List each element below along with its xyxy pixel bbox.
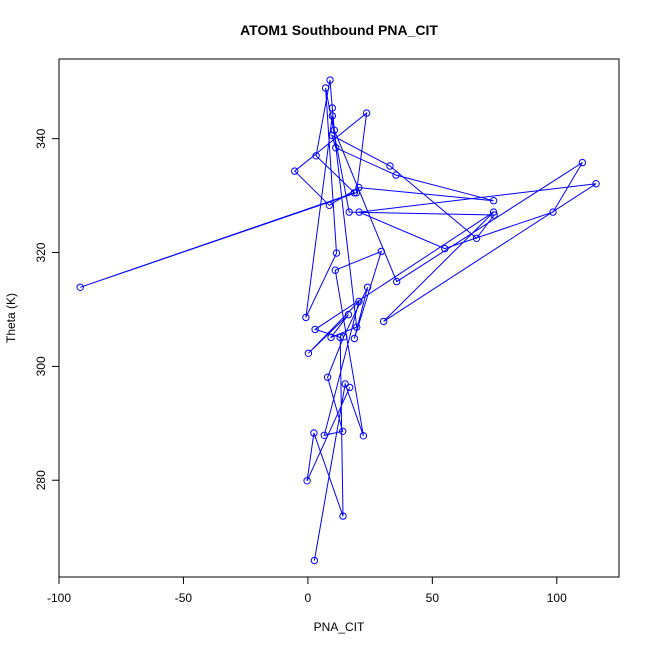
data-point	[490, 211, 498, 219]
series-line	[80, 80, 597, 561]
data-point	[355, 297, 363, 306]
y-tick-label: 300	[34, 356, 48, 376]
x-tick-label: -100	[47, 591, 71, 605]
data-point	[320, 431, 328, 439]
data-point	[393, 277, 401, 286]
data-point	[441, 244, 449, 253]
data-point	[331, 266, 339, 274]
data-point	[330, 126, 338, 134]
data-point	[392, 171, 400, 179]
data-point	[363, 283, 372, 291]
x-axis: -100 -50 0 50 100	[47, 576, 567, 605]
data-point	[355, 208, 363, 216]
data-point	[346, 383, 354, 392]
data-point	[344, 310, 353, 319]
data-point	[336, 333, 344, 342]
data-point	[489, 208, 498, 216]
y-axis-label: Theta (K)	[4, 293, 18, 343]
x-axis-label: PNA_CIT	[314, 620, 365, 634]
data-point	[379, 317, 388, 326]
y-axis: 280 300 320 340	[34, 128, 60, 490]
data-point	[332, 144, 340, 152]
y-tick-label: 280	[34, 470, 48, 490]
data-point	[310, 429, 318, 437]
x-tick-label: 50	[426, 591, 440, 605]
data-point	[377, 247, 385, 256]
data-point	[352, 189, 361, 197]
data-point	[291, 167, 299, 175]
data-point	[310, 556, 319, 565]
data-point	[350, 189, 359, 197]
x-tick-label: 0	[305, 591, 312, 605]
data-point	[328, 112, 336, 120]
plot-frame	[58, 58, 620, 578]
data-point	[332, 249, 341, 257]
data-point	[386, 162, 394, 170]
data-point	[303, 477, 311, 485]
data-point	[321, 84, 330, 92]
data-point	[350, 334, 359, 343]
data-point	[311, 325, 319, 334]
data-point	[489, 197, 498, 205]
data-point	[312, 152, 320, 160]
data-point	[353, 323, 361, 331]
data-point	[327, 333, 335, 342]
chart-title: ATOM1 Southbound PNA_CIT	[240, 22, 438, 38]
data-point	[362, 109, 371, 117]
data-point	[323, 373, 332, 381]
x-tick-label: 100	[547, 591, 567, 605]
data-point	[339, 427, 347, 435]
data-point	[328, 104, 336, 112]
series-points	[76, 76, 600, 565]
y-tick-label: 320	[34, 242, 48, 262]
data-point	[472, 234, 481, 243]
data-point	[359, 432, 368, 440]
series-lines	[80, 80, 597, 561]
data-point	[302, 313, 310, 322]
data-point	[592, 180, 600, 188]
x-tick-label: -50	[175, 591, 193, 605]
data-point	[549, 208, 557, 216]
data-point	[578, 158, 587, 167]
data-point	[345, 208, 353, 216]
data-point	[304, 349, 313, 357]
y-tick-label: 340	[34, 128, 48, 148]
data-point	[326, 76, 334, 84]
data-point	[325, 201, 333, 210]
data-point	[340, 333, 348, 341]
data-point	[339, 512, 347, 520]
data-point	[76, 283, 84, 291]
